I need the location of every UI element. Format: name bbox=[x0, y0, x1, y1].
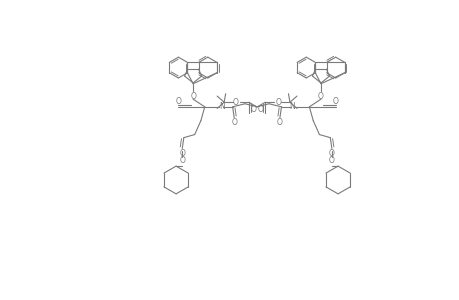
Text: O: O bbox=[175, 97, 181, 106]
Text: O: O bbox=[257, 105, 263, 114]
Text: O: O bbox=[328, 148, 334, 158]
Text: O: O bbox=[231, 118, 237, 127]
Text: O: O bbox=[276, 118, 282, 127]
Text: O: O bbox=[250, 105, 256, 114]
Text: O: O bbox=[179, 156, 185, 165]
Text: O: O bbox=[275, 98, 281, 107]
Text: O: O bbox=[328, 156, 334, 165]
Text: O: O bbox=[317, 92, 323, 100]
Text: O: O bbox=[232, 98, 238, 107]
Text: O: O bbox=[190, 92, 196, 100]
Text: N: N bbox=[218, 102, 224, 111]
Text: O: O bbox=[179, 148, 185, 158]
Text: N: N bbox=[289, 102, 295, 111]
Text: O: O bbox=[332, 97, 338, 106]
